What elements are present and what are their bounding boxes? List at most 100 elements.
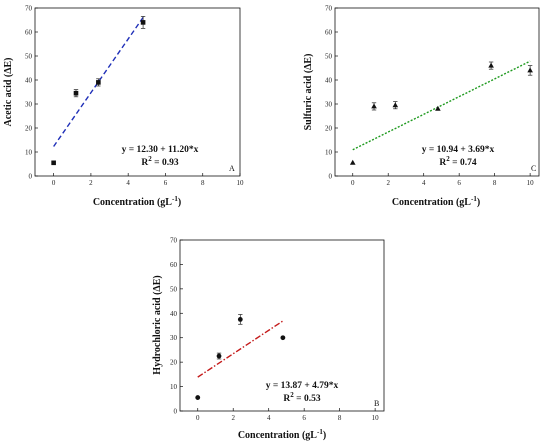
panel-a-xlabel: Concentration (gL-1)	[93, 195, 181, 208]
panel-c-xtick-label: 0	[351, 179, 355, 187]
panel-c-ytick-label: 30	[325, 101, 333, 109]
panel-c-r2: R2 = 0.74	[439, 155, 476, 168]
panel-b-data-point	[216, 353, 222, 359]
panel-a-letter: A	[229, 164, 235, 173]
panel-c-ytick-label: 60	[325, 29, 333, 37]
panel-a-ytick-label: 40	[25, 77, 33, 85]
panel-a-ylabel: Acetic acid (ΔE)	[3, 57, 14, 126]
panel-a-xtick-label: 4	[126, 179, 130, 187]
panel-a-ytick-label: 70	[25, 5, 33, 13]
panel-b-r2: R2 = 0.53	[283, 391, 320, 404]
panel-c-ytick-label: 50	[325, 53, 333, 61]
panel-a-r2-sup: 2	[148, 155, 152, 163]
panel-b-frame	[179, 239, 385, 412]
panel-c-xtick-label: 4	[422, 179, 426, 187]
panel-c-letter: C	[531, 164, 536, 173]
panel-b-fit-line	[197, 320, 284, 378]
panel-b-xlabel-main: Concentration (gL	[238, 430, 317, 441]
panel-b-xlabel: Concentration (gL-1)	[238, 428, 326, 441]
panel-b-ytick-label: 60	[170, 261, 178, 269]
panel-c-xlabel: Concentration (gL-1)	[392, 195, 480, 208]
panel-b-xtick-label: 2	[231, 414, 235, 422]
panel-a-r2-value: = 0.93	[152, 158, 179, 168]
panel-c-data-point	[392, 102, 399, 108]
panel-b-ytick-label: 50	[170, 285, 178, 293]
panel-a-marks	[51, 16, 146, 166]
panel-b-r2-value: = 0.53	[294, 394, 321, 404]
panel-a-xtick-label: 6	[164, 179, 168, 187]
panel-c-ytick-label: 40	[325, 77, 333, 85]
panel-a-xtick-label: 10	[237, 179, 245, 187]
panel-b-letter: B	[374, 399, 379, 408]
panel-b-ticks: 0 2 4 6 8 10 0 10 20 30 40 50 60 70	[170, 237, 379, 423]
panel-c-data-point	[349, 159, 356, 165]
panel-c-xtick-label: 8	[493, 179, 497, 187]
panel-c-xtick-label: 2	[386, 179, 390, 187]
panel-b-data-point	[237, 316, 243, 322]
panel-a-data-point	[51, 160, 56, 166]
panel-a-xlabel-sup: -1	[172, 195, 178, 203]
panel-a-r2-label: R	[141, 158, 148, 168]
panel-a-ytick-label: 50	[25, 53, 33, 61]
panel-c-fit-line	[352, 60, 531, 151]
panel-a-xtick-label: 0	[52, 179, 56, 187]
panel-c: 0 2 4 6 8 10 0 10 20 30 40 50 60 70 Sulfuric acid (ΔE…	[303, 5, 540, 208]
panel-c-ytick-label: 10	[325, 149, 333, 157]
panel-c-data-point	[488, 62, 494, 68]
panel-b-xlabel-sup: -1	[317, 428, 323, 436]
panel-c-data-point	[435, 105, 441, 111]
panel-a-data-point	[140, 20, 146, 25]
panel-c-xlabel-sup: -1	[471, 195, 477, 203]
panel-b-xtick-label: 6	[302, 414, 306, 422]
panel-a-data-point	[96, 80, 101, 85]
panel-c-equation: y = 10.94 + 3.69*x	[422, 145, 495, 155]
panel-c-r2-label: R	[439, 158, 446, 168]
panel-a-fit-line	[53, 17, 144, 147]
panel-c-xlabel-tail: )	[477, 197, 480, 208]
panel-b-ytick-label: 10	[170, 383, 178, 391]
panel-b-ytick-label: 20	[170, 359, 178, 367]
panel-c-frame	[334, 7, 540, 177]
panel-b-r2-label: R	[283, 394, 290, 404]
panel-c-ylabel: Sulfuric acid (ΔE)	[303, 54, 314, 131]
panel-b-xtick-label: 8	[338, 414, 342, 422]
panel-a-ytick-label: 30	[25, 101, 33, 109]
panel-c-marks	[349, 60, 533, 165]
panel-a-r2: R2 = 0.93	[141, 155, 178, 168]
panel-a-ytick-label: 0	[29, 173, 33, 181]
panel-b-xtick-label: 4	[267, 414, 271, 422]
panel-a-ytick-label: 20	[25, 125, 33, 133]
panel-a-frame	[34, 7, 241, 177]
panel-a-ytick-label: 60	[25, 29, 33, 37]
panel-b: 0 2 4 6 8 10 0 10 20 30 40 50 60 70 Hydrochloric acid…	[152, 237, 385, 441]
panel-a-xlabel-tail: )	[178, 197, 181, 208]
panel-c-xlabel-main: Concentration (gL	[392, 197, 471, 208]
panel-c-xtick-label: 6	[457, 179, 461, 187]
panel-a-data-point	[73, 90, 79, 96]
panel-c-ytick-label: 0	[329, 173, 333, 181]
panel-c-ticks: 0 2 4 6 8 10 0 10 20 30 40 50 60 70	[325, 5, 534, 188]
panel-b-data-point	[280, 335, 286, 341]
panel-a-xtick-label: 8	[201, 179, 205, 187]
panel-c-ytick-label: 70	[325, 5, 333, 13]
panel-b-r2-sup: 2	[290, 391, 294, 399]
panel-b-equation: y = 13.87 + 4.79*x	[266, 381, 339, 391]
panel-c-data-point	[371, 103, 377, 109]
panel-b-ytick-label: 40	[170, 310, 178, 318]
panel-a-xlabel-main: Concentration (gL	[93, 197, 172, 208]
panel-b-xtick-label: 10	[372, 414, 380, 422]
panel-b-ytick-label: 70	[170, 237, 178, 245]
panel-b-xlabel-tail: )	[323, 430, 326, 441]
panel-c-xtick-label: 10	[527, 179, 535, 187]
panel-c-r2-value: = 0.74	[450, 158, 477, 168]
panel-a-xtick-label: 2	[89, 179, 93, 187]
panel-c-r2-sup: 2	[446, 155, 450, 163]
panel-b-marks	[195, 314, 286, 400]
panel-b-ytick-label: 30	[170, 334, 178, 342]
panel-c-ytick-label: 20	[325, 125, 333, 133]
panel-b-ytick-label: 0	[174, 408, 178, 416]
panel-b-ylabel: Hydrochloric acid (ΔE)	[152, 275, 163, 374]
panel-a-ticks: 0 2 4 6 8 10 0 10 20 30 40 50 60 70	[25, 5, 244, 188]
